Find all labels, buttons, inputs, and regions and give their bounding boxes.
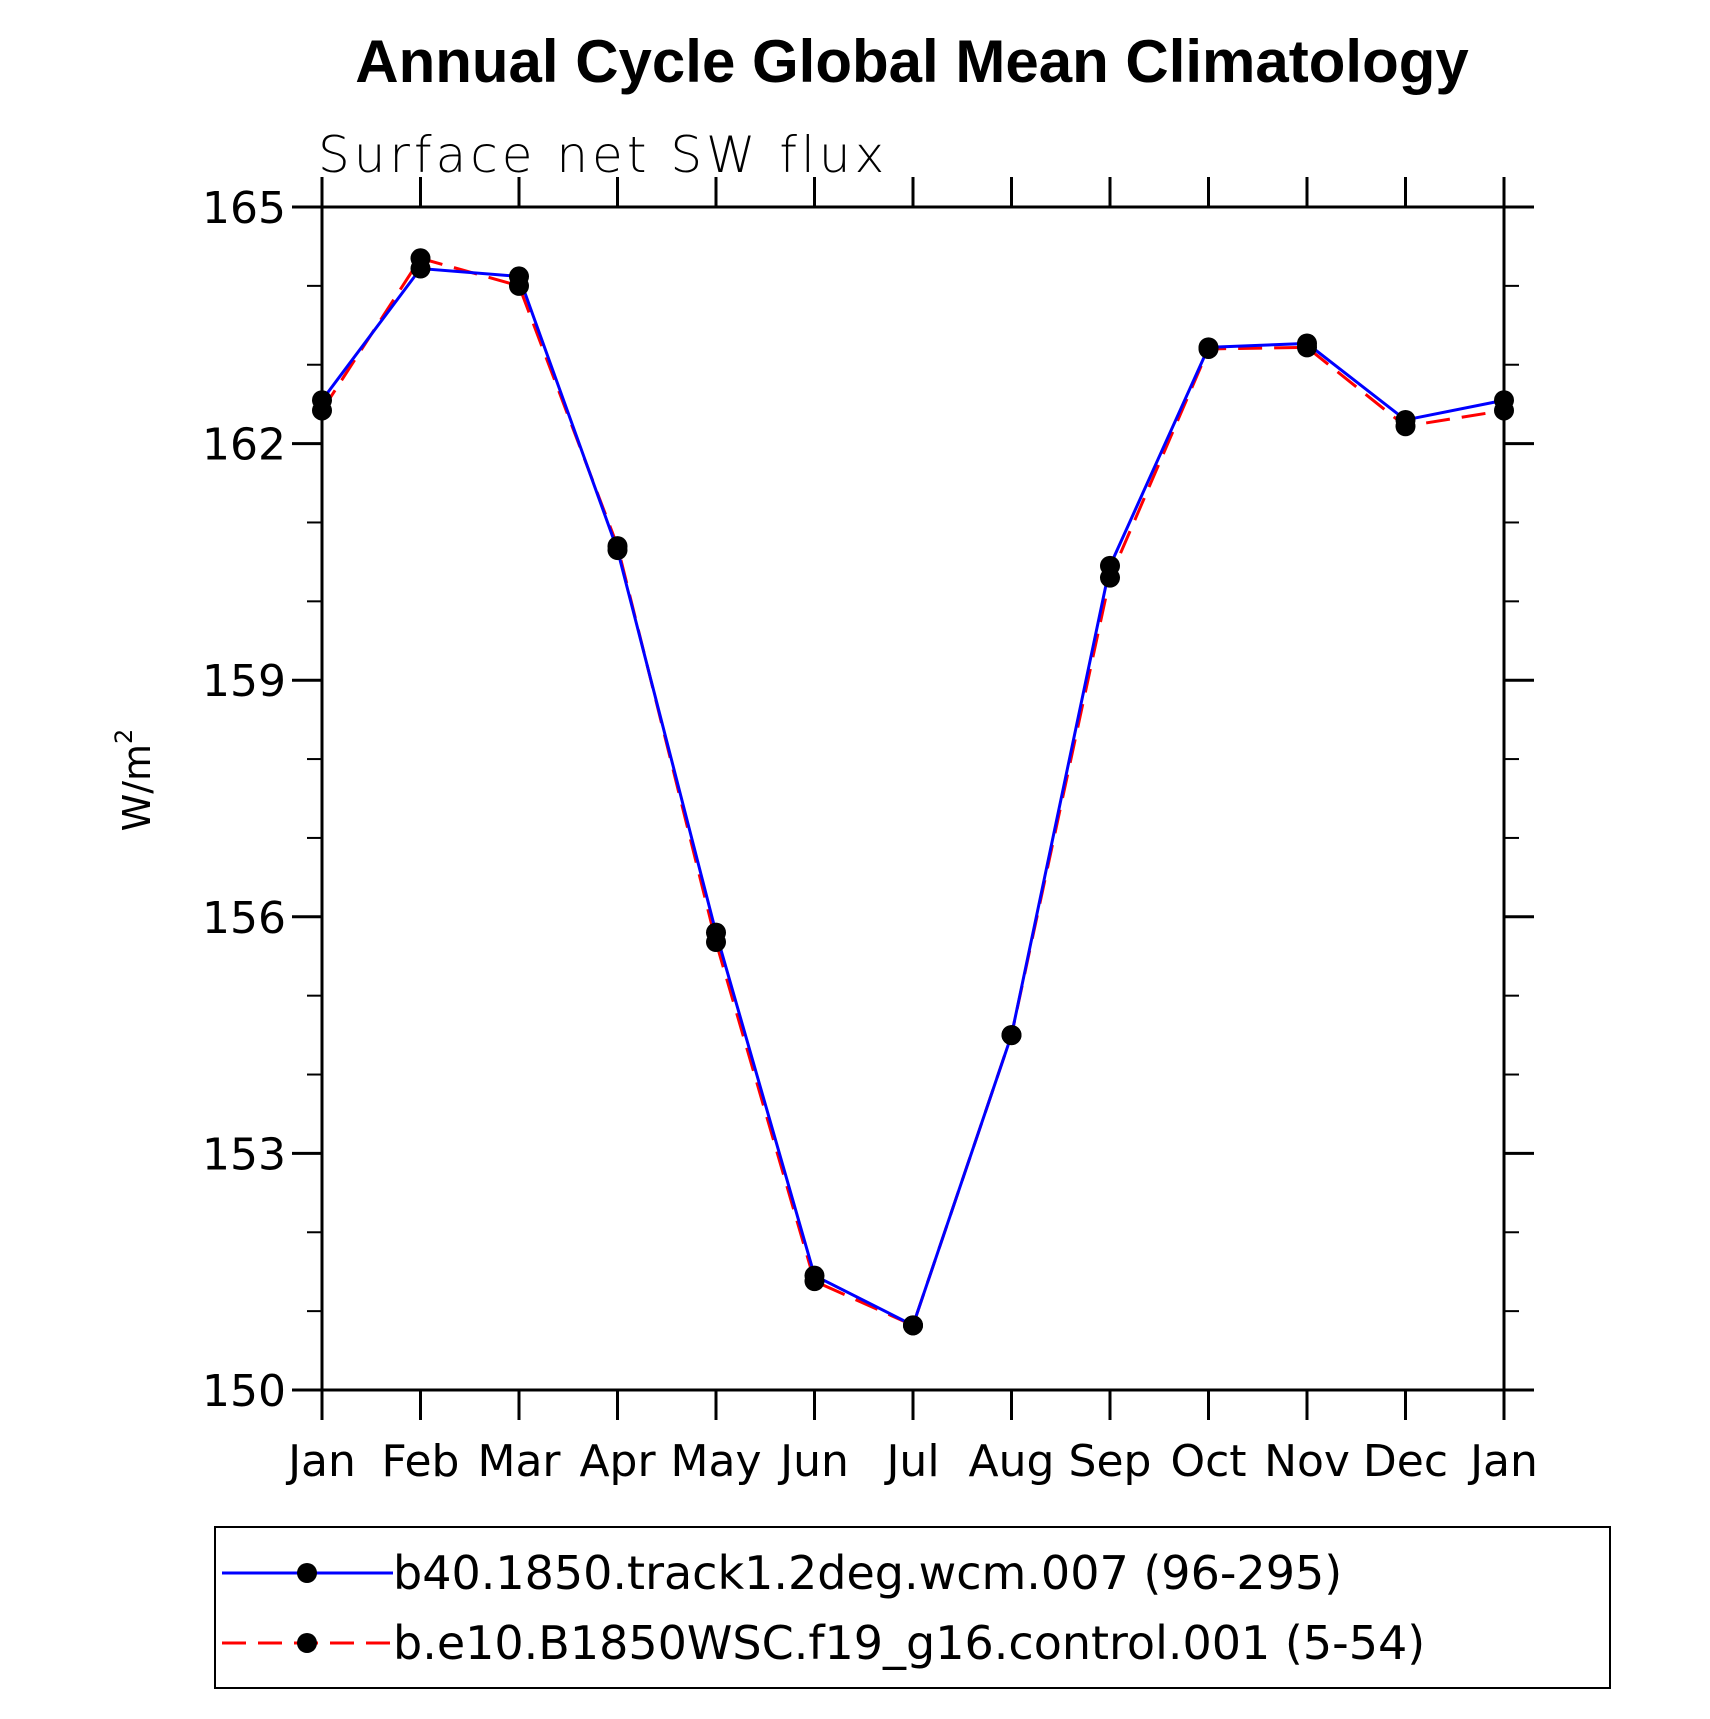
legend-marker-series-2 bbox=[297, 1633, 317, 1653]
svg-text:W/m2: W/m2 bbox=[110, 729, 159, 832]
series-2-point bbox=[1001, 1025, 1022, 1046]
y-tick-label: 150 bbox=[202, 1366, 286, 1417]
series-line-2 bbox=[320, 256, 1505, 1328]
series-2-point bbox=[509, 275, 529, 296]
x-tick-label: Jan bbox=[1467, 1436, 1538, 1487]
series-layer bbox=[312, 248, 1514, 1336]
series-2-point bbox=[607, 536, 628, 557]
series-2-point bbox=[1100, 567, 1120, 588]
series-2-point bbox=[1198, 338, 1219, 359]
x-tick-label: Mar bbox=[477, 1436, 561, 1487]
y-tick-label: 156 bbox=[202, 893, 286, 944]
legend-label-series-1: b40.1850.track1.2deg.wcm.007 (96-295) bbox=[393, 1546, 1342, 1600]
y-tick-label: 153 bbox=[202, 1129, 286, 1180]
legend-box bbox=[214, 1526, 1611, 1689]
series-2-point bbox=[903, 1315, 923, 1336]
series-2-point bbox=[1395, 416, 1416, 437]
legend: b40.1850.track1.2deg.wcm.007 (96-295) b.… bbox=[214, 1526, 1611, 1689]
series-2-point bbox=[312, 400, 332, 421]
x-tick-label: Dec bbox=[1363, 1436, 1448, 1487]
x-tick-label: May bbox=[671, 1436, 762, 1487]
x-tick-label: Jan bbox=[285, 1436, 356, 1487]
x-tick-label: Jul bbox=[883, 1436, 939, 1487]
series-2-point bbox=[1297, 337, 1317, 358]
x-tick-label: Jun bbox=[777, 1436, 849, 1487]
legend-marker-series-1 bbox=[297, 1563, 317, 1583]
x-tick-label: Sep bbox=[1069, 1436, 1152, 1487]
series-2-point bbox=[1494, 400, 1514, 421]
y-axis: 150 153 156 159 162 165 bbox=[202, 183, 1534, 1417]
series-2-point bbox=[804, 1271, 825, 1292]
series-2-point bbox=[410, 248, 431, 269]
y-axis-label: W/m2 bbox=[110, 729, 159, 832]
x-axis: Jan Feb Mar Apr May Jun Jul Aug Sep Oct Nov Dec Jan bbox=[285, 177, 1538, 1487]
x-tick-label: Oct bbox=[1170, 1436, 1246, 1487]
x-tick-label: Aug bbox=[969, 1436, 1055, 1487]
chart-subtitle: Surface net SW flux bbox=[318, 126, 888, 184]
y-tick-label: 159 bbox=[202, 656, 286, 707]
series-2-point bbox=[706, 932, 726, 953]
y-tick-label: 162 bbox=[202, 420, 286, 471]
y-tick-label: 165 bbox=[202, 183, 286, 234]
x-tick-label: Apr bbox=[579, 1436, 656, 1487]
chart-title: Annual Cycle Global Mean Climatology bbox=[355, 28, 1469, 95]
x-tick-label: Feb bbox=[382, 1436, 460, 1487]
y-axis-label-main: W/m bbox=[115, 744, 159, 831]
plot-frame bbox=[320, 205, 1506, 1392]
y-axis-label-superscript: 2 bbox=[110, 729, 138, 744]
x-tick-label: Nov bbox=[1264, 1436, 1350, 1487]
legend-label-series-2: b.e10.B1850WSC.f19_g16.control.001 (5-54… bbox=[393, 1616, 1425, 1670]
series-line-1 bbox=[320, 266, 1505, 1328]
